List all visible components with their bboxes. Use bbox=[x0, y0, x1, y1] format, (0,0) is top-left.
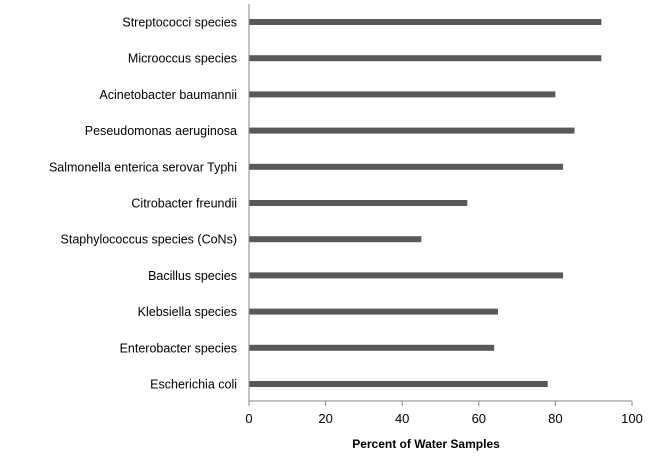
bar-10 bbox=[249, 381, 548, 387]
bar-7 bbox=[249, 272, 564, 279]
x-tick-label-3: 60 bbox=[472, 411, 486, 426]
bar-9 bbox=[249, 344, 495, 351]
x-tick-label-2: 40 bbox=[395, 411, 409, 426]
category-label-6: Staphylococcus species (CoNs) bbox=[61, 233, 237, 247]
category-label-8: Klebsiella species bbox=[138, 305, 237, 319]
bar-0 bbox=[249, 19, 602, 25]
category-label-7: Bacillus species bbox=[148, 269, 237, 283]
category-label-3: Peseudomonas aeruginosa bbox=[85, 124, 237, 138]
category-label-1: Microoccus species bbox=[128, 52, 237, 66]
bar-3 bbox=[249, 127, 575, 134]
x-tick-label-5: 100 bbox=[621, 411, 643, 426]
bar-4 bbox=[249, 163, 564, 170]
category-labels: Streptococci species Microoccus species Ac… bbox=[49, 16, 237, 392]
category-label-2: Acinetobacter baumannii bbox=[99, 88, 237, 102]
category-label-0: Streptococci species bbox=[122, 16, 237, 30]
x-axis bbox=[248, 4, 633, 406]
x-tick-labels: 0 20 40 60 80 100 bbox=[245, 411, 642, 426]
category-label-9: Enterobacter species bbox=[120, 341, 237, 355]
x-tick-label-0: 0 bbox=[245, 411, 252, 426]
bar-5 bbox=[249, 200, 468, 206]
x-axis-title: Percent of Water Samples bbox=[352, 437, 500, 451]
bar-2 bbox=[249, 91, 556, 98]
bars-group bbox=[249, 19, 602, 387]
category-label-10: Escherichia coli bbox=[150, 378, 237, 392]
category-label-4: Salmonella enterica serovar Typhi bbox=[49, 160, 237, 174]
x-tick-label-1: 20 bbox=[318, 411, 332, 426]
bar-1 bbox=[249, 55, 602, 62]
bar-6 bbox=[249, 236, 422, 243]
category-label-5: Citrobacter freundii bbox=[131, 197, 237, 211]
x-tick-label-4: 80 bbox=[548, 411, 562, 426]
bar-8 bbox=[249, 308, 498, 315]
